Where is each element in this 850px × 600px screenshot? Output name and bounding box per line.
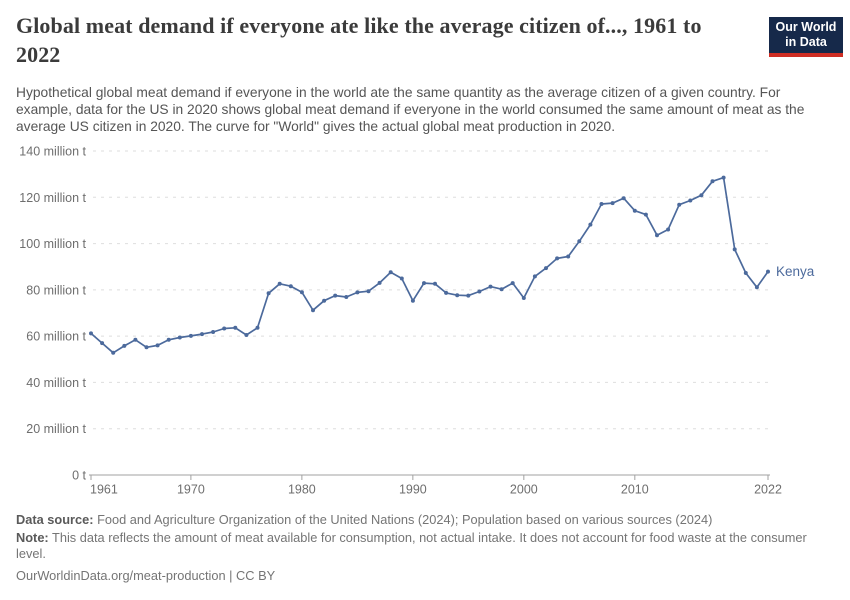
data-point bbox=[588, 222, 593, 227]
data-point bbox=[255, 325, 260, 330]
data-point bbox=[288, 284, 293, 289]
x-tick-label: 1961 bbox=[90, 483, 118, 497]
data-point bbox=[521, 296, 526, 300]
data-point bbox=[377, 280, 382, 285]
data-point bbox=[311, 308, 315, 313]
data-source-text: Food and Agriculture Organization of the… bbox=[93, 512, 713, 527]
data-point bbox=[510, 281, 515, 286]
data-point bbox=[144, 345, 149, 350]
data-point bbox=[433, 281, 437, 286]
data-point bbox=[322, 298, 327, 303]
data-point bbox=[555, 256, 560, 261]
owid-logo[interactable]: Our World in Data bbox=[769, 17, 843, 57]
data-point bbox=[200, 332, 204, 337]
data-point bbox=[233, 325, 238, 330]
data-point bbox=[754, 285, 759, 290]
credit-license: CC BY bbox=[236, 567, 276, 583]
data-point bbox=[621, 196, 626, 201]
data-point bbox=[666, 227, 671, 232]
data-point bbox=[610, 201, 615, 206]
data-point bbox=[122, 343, 127, 348]
data-point bbox=[632, 208, 637, 213]
note-text: This data reflects the amount of meat av… bbox=[16, 529, 807, 562]
data-point bbox=[89, 331, 93, 336]
data-point bbox=[499, 287, 504, 292]
series-line bbox=[90, 176, 769, 354]
data-point bbox=[366, 289, 371, 294]
x-tick-label: 2022 bbox=[754, 483, 782, 497]
data-point bbox=[299, 290, 304, 295]
y-tick-label: 40 million t bbox=[26, 376, 86, 390]
x-tick-label: 2000 bbox=[510, 483, 538, 497]
y-tick-label: 100 million t bbox=[19, 237, 86, 251]
credit-row: OurWorldinData.org/meat-production | CC … bbox=[16, 568, 834, 585]
data-point bbox=[166, 337, 171, 342]
y-tick-label: 0 t bbox=[72, 469, 86, 483]
data-point bbox=[388, 270, 393, 275]
data-point bbox=[677, 202, 682, 207]
data-source-row: Data source: Food and Agriculture Organi… bbox=[16, 512, 834, 529]
data-point bbox=[333, 293, 338, 298]
owid-logo-line1: Our World bbox=[775, 20, 837, 34]
data-point bbox=[688, 198, 693, 203]
data-point bbox=[222, 326, 227, 331]
data-point bbox=[577, 239, 582, 244]
data-point bbox=[566, 254, 571, 259]
chart-svg: 0 t 20 million t 40 million t 60 million t 8… bbox=[19, 145, 815, 497]
note-row: Note: This data reflects the amount of m… bbox=[16, 530, 834, 563]
data-point bbox=[721, 175, 726, 180]
x-tick-label: 1980 bbox=[288, 483, 316, 497]
data-point bbox=[766, 269, 770, 274]
chart-footer: Data source: Food and Agriculture Organi… bbox=[16, 512, 834, 585]
data-point bbox=[488, 284, 493, 289]
data-point bbox=[410, 298, 415, 303]
credit-url[interactable]: OurWorldinData.org/meat-production bbox=[16, 567, 226, 583]
y-tick-label: 140 million t bbox=[19, 145, 86, 159]
data-point bbox=[399, 276, 404, 281]
data-point bbox=[732, 247, 737, 252]
credit-separator: | bbox=[225, 567, 237, 583]
data-point bbox=[244, 333, 249, 337]
data-point bbox=[643, 212, 648, 217]
data-point bbox=[155, 343, 160, 348]
data-point bbox=[188, 333, 193, 338]
data-point bbox=[532, 274, 537, 279]
data-point bbox=[477, 289, 482, 294]
data-point bbox=[466, 293, 471, 298]
data-point bbox=[422, 281, 426, 286]
data-point bbox=[177, 335, 182, 340]
data-point bbox=[133, 337, 138, 342]
data-point bbox=[444, 290, 449, 295]
data-point bbox=[699, 193, 704, 198]
data-point bbox=[455, 293, 460, 298]
owid-logo-line2: in Data bbox=[785, 35, 827, 49]
data-point bbox=[211, 330, 216, 334]
data-point bbox=[277, 281, 282, 286]
data-point bbox=[599, 202, 604, 206]
data-point bbox=[655, 233, 659, 238]
data-point bbox=[111, 350, 116, 355]
y-tick-label: 120 million t bbox=[19, 191, 86, 205]
data-point bbox=[100, 341, 105, 346]
data-point bbox=[710, 179, 715, 184]
x-tick-label: 1970 bbox=[177, 483, 205, 497]
data-point bbox=[266, 291, 271, 296]
note-label: Note: bbox=[16, 529, 49, 545]
chart-subtitle: Hypothetical global meat demand if every… bbox=[16, 85, 805, 134]
data-point bbox=[743, 271, 748, 275]
page-title: Global meat demand if everyone ate like … bbox=[16, 13, 702, 68]
x-tick-label: 2010 bbox=[621, 483, 649, 497]
y-tick-label: 20 million t bbox=[26, 422, 86, 436]
y-tick-label: 80 million t bbox=[26, 283, 86, 297]
data-point bbox=[344, 295, 349, 299]
x-tick-label: 1990 bbox=[399, 483, 427, 497]
data-point bbox=[544, 266, 548, 271]
y-tick-label: 60 million t bbox=[26, 330, 86, 344]
data-source-label: Data source: bbox=[16, 512, 94, 527]
data-point bbox=[355, 290, 360, 295]
series-end-label: Kenya bbox=[776, 264, 815, 279]
